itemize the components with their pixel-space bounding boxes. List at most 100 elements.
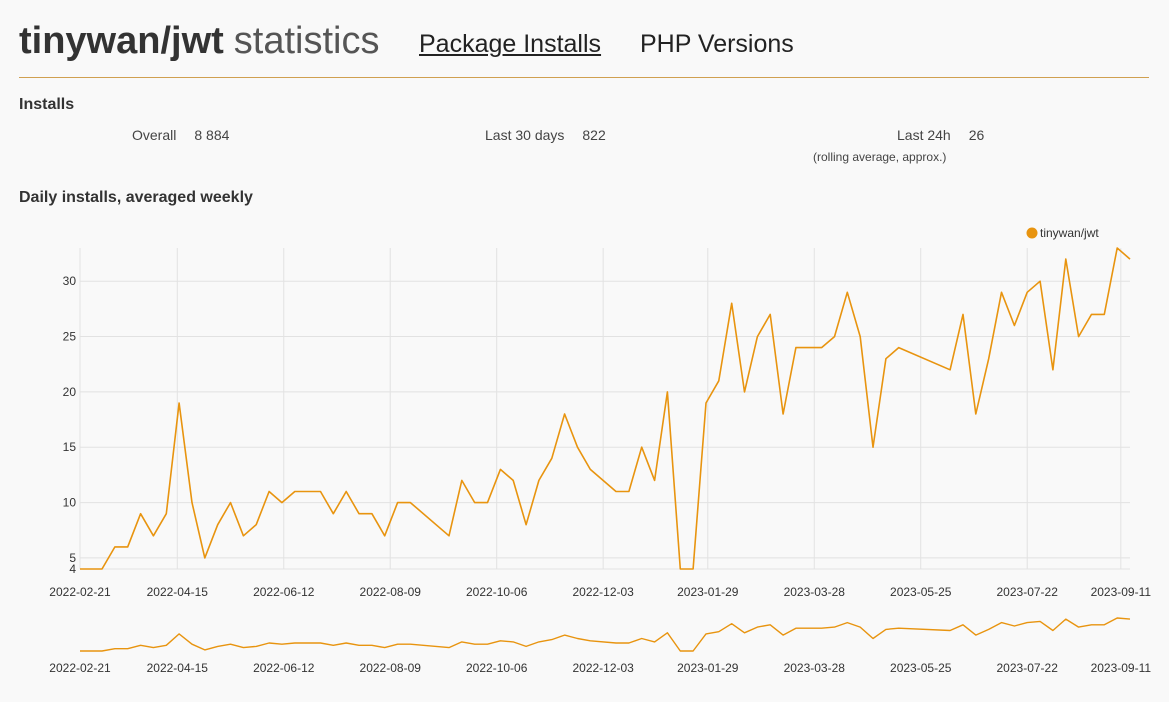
- data-point: [525, 523, 528, 526]
- x-tick-label: 2022-04-15: [147, 585, 209, 599]
- data-point: [589, 468, 592, 471]
- data-point: [987, 357, 990, 360]
- nav-package-installs[interactable]: Package Installs: [419, 30, 602, 58]
- data-point: [113, 545, 116, 548]
- last24-note: (rolling average, approx.): [813, 150, 947, 164]
- page-title: tinywan/jwt statistics: [19, 18, 380, 64]
- data-point: [627, 490, 630, 493]
- overview-x-tick-label: 2022-02-21: [49, 661, 111, 675]
- data-point: [679, 568, 682, 571]
- data-point: [203, 556, 206, 559]
- data-point: [743, 390, 746, 393]
- data-point: [178, 401, 181, 404]
- data-point: [473, 501, 476, 504]
- data-point: [576, 446, 579, 449]
- y-tick-label: 20: [63, 385, 77, 399]
- data-point: [550, 457, 553, 460]
- data-point: [653, 479, 656, 482]
- overview-x-tick-label: 2022-08-09: [360, 661, 422, 675]
- data-point: [794, 346, 797, 349]
- overview-x-tick-label: 2023-07-22: [997, 661, 1059, 675]
- y-tick-label: 4: [69, 562, 76, 576]
- x-tick-label: 2022-02-21: [49, 585, 111, 599]
- data-point: [1013, 324, 1016, 327]
- data-point: [319, 490, 322, 493]
- data-point: [460, 479, 463, 482]
- x-tick-label: 2023-05-25: [890, 585, 952, 599]
- header-divider: [19, 77, 1149, 78]
- x-tick-label: 2023-01-29: [677, 585, 739, 599]
- data-point: [537, 479, 540, 482]
- last24-value: 26: [968, 127, 985, 143]
- data-point: [409, 501, 412, 504]
- installs-heading: Installs: [19, 96, 75, 113]
- data-point: [807, 346, 810, 349]
- last30-value: 822: [582, 127, 606, 143]
- y-tick-label: 15: [63, 440, 77, 454]
- data-point: [563, 413, 566, 416]
- data-point: [615, 490, 618, 493]
- data-point: [79, 568, 82, 571]
- last24-label: Last 24h: [897, 127, 951, 143]
- chart-heading: Daily installs, averaged weekly: [19, 189, 253, 206]
- last30-label: Last 30 days: [485, 127, 565, 143]
- data-point: [1026, 291, 1029, 294]
- data-point: [704, 401, 707, 404]
- x-tick-label: 2022-10-06: [466, 585, 528, 599]
- data-point: [139, 512, 142, 515]
- data-point: [447, 534, 450, 537]
- y-tick-label: 10: [63, 496, 77, 510]
- stat-last30: Last 30 days 822: [485, 127, 606, 143]
- overall-value: 8 884: [194, 127, 230, 143]
- data-point: [884, 357, 887, 360]
- series-line-tinywan-jwt: [80, 247, 1131, 570]
- data-point: [1090, 313, 1093, 316]
- data-point: [1039, 280, 1042, 283]
- data-point: [370, 512, 373, 515]
- data-point: [242, 534, 245, 537]
- data-point: [101, 568, 104, 571]
- package-name: tinywan/jwt: [19, 20, 224, 62]
- data-point: [486, 501, 489, 504]
- y-tick-label: 30: [63, 274, 77, 288]
- data-point: [961, 313, 964, 316]
- data-point: [833, 335, 836, 338]
- nav-php-versions[interactable]: PHP Versions: [640, 30, 794, 58]
- data-point: [190, 501, 193, 504]
- data-point: [306, 490, 309, 493]
- data-point: [949, 368, 952, 371]
- legend-label: tinywan/jwt: [1040, 226, 1099, 240]
- title-suffix: statistics: [233, 20, 380, 62]
- data-point: [345, 490, 348, 493]
- data-point: [730, 302, 733, 305]
- x-tick-label: 2022-08-09: [360, 585, 422, 599]
- data-point: [229, 501, 232, 504]
- data-point: [293, 490, 296, 493]
- x-tick-label: 2023-07-22: [997, 585, 1059, 599]
- data-point: [152, 534, 155, 537]
- data-point: [512, 479, 515, 482]
- data-point: [268, 490, 271, 493]
- x-tick-label: 2023-03-28: [784, 585, 846, 599]
- data-point: [396, 501, 399, 504]
- overview-x-tick-label: 2023-09-11: [1091, 661, 1152, 675]
- data-point: [692, 568, 695, 571]
- data-point: [897, 346, 900, 349]
- data-point: [1000, 291, 1003, 294]
- data-point: [640, 446, 643, 449]
- data-point: [1103, 313, 1106, 316]
- data-point: [383, 534, 386, 537]
- data-point: [666, 390, 669, 393]
- data-point: [974, 413, 977, 416]
- data-point: [126, 545, 129, 548]
- y-tick-label: 25: [63, 330, 77, 344]
- overview-series-line: [80, 617, 1131, 652]
- data-point: [872, 446, 875, 449]
- overview-x-tick-label: 2023-01-29: [677, 661, 739, 675]
- data-point: [859, 335, 862, 338]
- legend-marker: [1026, 227, 1038, 239]
- overview-x-tick-label: 2023-05-25: [890, 661, 952, 675]
- page-header: tinywan/jwt statistics Package Installs P…: [19, 18, 1149, 78]
- data-point: [358, 512, 361, 515]
- data-point: [1064, 258, 1067, 261]
